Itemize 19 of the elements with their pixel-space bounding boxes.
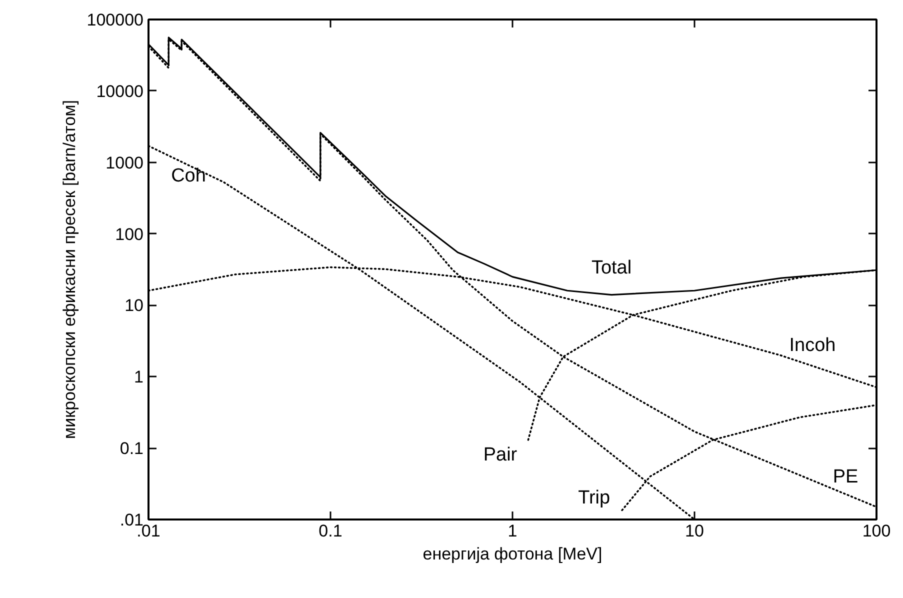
annotation: Trip (578, 488, 610, 509)
y-tick-label: 0.1 (120, 439, 144, 458)
x-tick-label: 0.1 (318, 522, 342, 540)
y-tick-label: 100000 (86, 10, 144, 30)
y-tick-label: 1000 (106, 153, 144, 172)
annotation: PE (832, 466, 858, 488)
y-tick-label: 10 (124, 296, 144, 316)
annotation: Coh (171, 165, 206, 186)
x-tick-label: 100 (862, 522, 891, 540)
annotation: Total (591, 257, 632, 278)
y-tick-label: 1 (134, 368, 144, 387)
y-tick-label: 100 (115, 224, 144, 244)
x-axis-title: енергија фотона [MeV] (422, 544, 602, 564)
annotation: Pair (483, 444, 518, 466)
y-axis-title: микроскопски ефикасни пресек [barn/атом] (60, 100, 79, 440)
x-tick-label: 1 (508, 522, 518, 540)
y-tick-label: 10000 (96, 82, 144, 101)
annotation: Incoh (789, 334, 836, 356)
x-tick-label: 10 (685, 522, 704, 540)
